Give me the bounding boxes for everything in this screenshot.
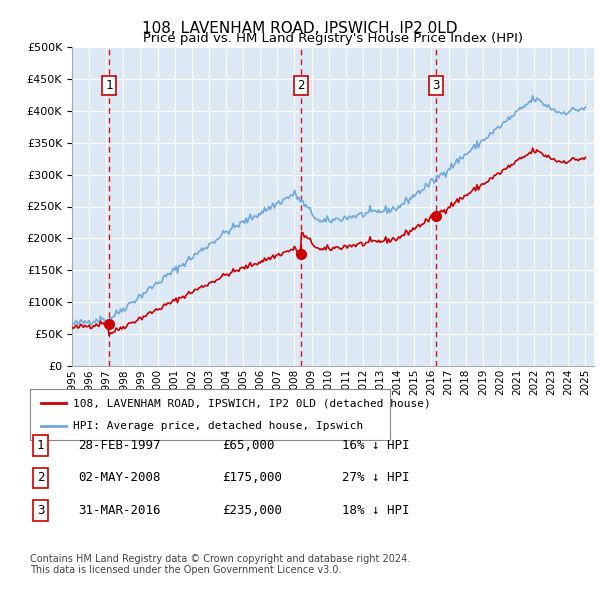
Text: £235,000: £235,000 <box>222 504 282 517</box>
Text: 3: 3 <box>432 79 439 92</box>
Text: 108, LAVENHAM ROAD, IPSWICH, IP2 0LD: 108, LAVENHAM ROAD, IPSWICH, IP2 0LD <box>142 21 458 35</box>
Text: 1: 1 <box>105 79 113 92</box>
Text: 3: 3 <box>37 504 44 517</box>
Text: £175,000: £175,000 <box>222 471 282 484</box>
Text: 27% ↓ HPI: 27% ↓ HPI <box>342 471 409 484</box>
Text: 18% ↓ HPI: 18% ↓ HPI <box>342 504 409 517</box>
Text: HPI: Average price, detached house, Ipswich: HPI: Average price, detached house, Ipsw… <box>73 421 364 431</box>
FancyBboxPatch shape <box>30 389 390 440</box>
Text: 2: 2 <box>297 79 305 92</box>
Text: 02-MAY-2008: 02-MAY-2008 <box>78 471 161 484</box>
Text: 16% ↓ HPI: 16% ↓ HPI <box>342 439 409 452</box>
Text: 108, LAVENHAM ROAD, IPSWICH, IP2 0LD (detached house): 108, LAVENHAM ROAD, IPSWICH, IP2 0LD (de… <box>73 398 431 408</box>
Text: 31-MAR-2016: 31-MAR-2016 <box>78 504 161 517</box>
Text: 28-FEB-1997: 28-FEB-1997 <box>78 439 161 452</box>
Text: £65,000: £65,000 <box>222 439 275 452</box>
Text: 1: 1 <box>37 439 44 452</box>
Text: 2: 2 <box>37 471 44 484</box>
Title: Price paid vs. HM Land Registry's House Price Index (HPI): Price paid vs. HM Land Registry's House … <box>143 32 523 45</box>
Text: Contains HM Land Registry data © Crown copyright and database right 2024.
This d: Contains HM Land Registry data © Crown c… <box>30 553 410 575</box>
